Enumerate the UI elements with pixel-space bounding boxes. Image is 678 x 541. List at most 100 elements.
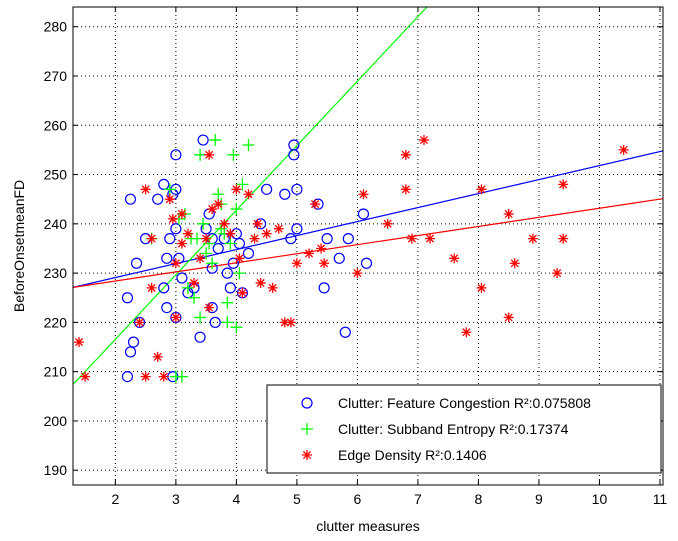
edge-density-point — [80, 371, 91, 382]
subband-entropy-point — [242, 138, 255, 151]
subband-entropy-point — [224, 237, 237, 250]
edge-density-point — [304, 248, 314, 259]
y-axis-label: BeforeOnsetmeanFD — [11, 180, 27, 312]
edge-density-point — [219, 218, 230, 229]
subband-entropy-point — [230, 321, 243, 334]
subband-entropy-point — [197, 217, 210, 230]
y-tick-label: 230 — [44, 265, 68, 281]
subband-entropy-point — [206, 257, 219, 270]
edge-density-point — [140, 371, 151, 382]
edge-density-point — [167, 213, 178, 224]
feature-congestion-point — [224, 282, 236, 294]
feature-congestion-point — [360, 257, 373, 269]
feature-congestion-point — [285, 233, 297, 245]
feature-congestion-point — [291, 223, 303, 235]
subband-entropy-point — [230, 203, 243, 216]
x-tick-label: 11 — [653, 491, 668, 507]
subband-entropy-point — [175, 370, 188, 383]
subband-entropy-point — [233, 267, 246, 280]
feature-congestion-point — [158, 282, 170, 294]
edge-density-point — [418, 135, 429, 146]
legend-label-subband-entropy: Clutter: Subband Entropy R²:0.17374 — [338, 421, 569, 437]
edge-density-point — [382, 218, 393, 229]
feature-congestion-point — [209, 316, 221, 328]
edge-density-point — [164, 194, 175, 205]
feature-congestion-point — [164, 233, 176, 245]
subband-entropy-point — [188, 291, 201, 304]
edge-density-point — [449, 253, 460, 264]
feature-congestion-point — [197, 134, 209, 146]
feature-congestion-point — [261, 183, 273, 195]
legend-marker-feature-congestion — [301, 397, 313, 409]
y-tick-label: 250 — [44, 167, 68, 183]
feature-congestion-point — [127, 336, 140, 348]
feature-congestion-point — [170, 149, 182, 161]
subband-entropy-point — [203, 237, 216, 250]
edge-density-point — [225, 228, 236, 239]
x-tick-label: 9 — [535, 491, 543, 507]
feature-congestion-point — [161, 252, 173, 264]
edge-density-point — [503, 312, 514, 323]
edge-density-point — [158, 371, 169, 382]
feature-congestion-point — [194, 331, 206, 343]
feature-congestion-point — [176, 272, 188, 284]
edge-density-point — [267, 282, 278, 293]
feature-congestion-point — [212, 242, 224, 255]
feature-congestion-point — [121, 292, 134, 304]
x-tick-label: 2 — [111, 491, 119, 507]
y-tick-label: 270 — [44, 68, 68, 84]
subband-entropy-point — [163, 183, 176, 196]
y-tick-label: 210 — [44, 364, 68, 380]
subband-entropy-point — [215, 222, 228, 235]
feature-congestion-point — [170, 223, 182, 235]
edge-density-point — [249, 233, 260, 244]
edge-density-point — [527, 233, 538, 244]
feature-congestion-point — [291, 183, 303, 195]
edge-density-point — [558, 233, 569, 244]
edge-density-point — [476, 282, 487, 293]
x-tick-label: 3 — [172, 491, 180, 507]
edge-density-point — [152, 351, 163, 362]
x-axis-label: clutter measures — [316, 518, 419, 534]
edge-density-point — [74, 337, 85, 348]
x-tick-label: 4 — [232, 491, 240, 507]
edge-density-point — [201, 233, 212, 244]
edge-density-point — [204, 302, 215, 313]
edge-density-point — [134, 317, 145, 328]
edge-density-fit-line — [73, 198, 663, 288]
edge-density-point — [503, 208, 514, 219]
legend: Clutter: Feature Congestion R²:0.075808 … — [266, 384, 662, 474]
edge-density-point — [558, 179, 569, 190]
edge-density-point — [273, 223, 284, 234]
feature-congestion-point — [321, 233, 333, 245]
edge-density-point — [261, 228, 272, 239]
legend-marker-subband-entropy — [301, 423, 313, 435]
feature-congestion-point — [152, 193, 164, 205]
y-tick-label: 280 — [44, 19, 68, 35]
edge-density-point — [189, 277, 200, 288]
feature-congestion-point — [130, 257, 143, 269]
subband-entropy-point — [227, 148, 240, 161]
feature-congestion-point — [161, 301, 173, 314]
edge-density-point — [618, 144, 629, 155]
edge-density-point — [140, 184, 151, 195]
x-tick-label: 6 — [354, 491, 362, 507]
edge-density-point — [400, 149, 411, 160]
y-tick-label: 260 — [44, 117, 68, 133]
edge-density-point — [509, 258, 520, 269]
edge-density-point — [425, 233, 436, 244]
edge-density-point — [234, 253, 245, 264]
edge-density-point — [255, 277, 266, 288]
edge-density-point — [207, 204, 218, 215]
feature-congestion-point — [279, 188, 291, 200]
subband-entropy-point — [181, 281, 194, 294]
subband-entropy-point — [221, 316, 234, 329]
edge-density-point — [176, 208, 187, 219]
ticks: 2 3 4 5 6 7 8 9 10 11 190 200 210 220 230 240 250 260 270 2… — [44, 7, 668, 507]
subband-entropy-point — [209, 134, 222, 147]
feature-congestion-point — [124, 193, 137, 205]
data-layer — [73, 7, 663, 385]
edge-density-point — [291, 258, 302, 269]
edge-density-point — [204, 149, 215, 160]
